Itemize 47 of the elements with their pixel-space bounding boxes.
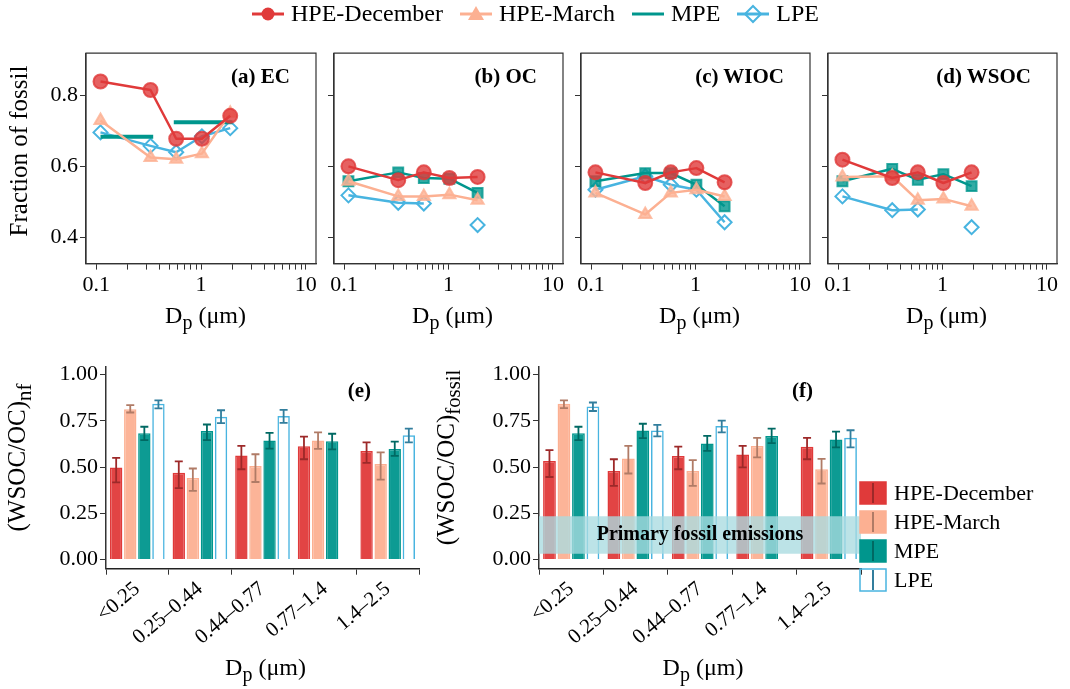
- x-tick-label: 1: [690, 270, 701, 296]
- x-axis-title: D$_{p}$ (μm): [411, 301, 494, 336]
- x-axis-title: D$_{p}$ (μm): [905, 301, 988, 336]
- y-tick-label: 0.8: [50, 81, 78, 107]
- x-axis-title: D$_{p}$ (μm): [164, 301, 247, 336]
- y-tick-label: 0.25: [492, 499, 531, 525]
- x-axis-title: D$_{p}$ (μm): [661, 653, 745, 688]
- x-tick-label: 0.1: [82, 270, 110, 296]
- x-tick-label: 10: [1035, 270, 1058, 296]
- y-axis-title: Fraction of fossil: [5, 65, 33, 237]
- annotation: (a) EC: [231, 64, 290, 89]
- x-tick-label: 0.1: [577, 270, 605, 296]
- y-tick-label: 0.50: [492, 452, 531, 478]
- annotation: (f): [792, 378, 813, 403]
- annotation: (e): [347, 378, 371, 403]
- legend-label: HPE-December: [291, 0, 443, 27]
- x-tick-label: 0.1: [824, 270, 852, 296]
- y-tick-label: 1.00: [59, 360, 98, 386]
- x-tick-label: 0.1: [330, 270, 358, 296]
- legend-label: MPE: [670, 0, 721, 27]
- y-tick-label: 0.00: [59, 545, 98, 571]
- y-tick-label: 0.00: [492, 545, 531, 571]
- legend-label: HPE-March: [498, 0, 615, 27]
- x-tick-label: 1: [937, 270, 948, 296]
- x-tick-label: 1: [195, 270, 207, 296]
- x-axis-title: D$_{p}$ (μm): [658, 301, 741, 336]
- y-tick-label: 0.75: [492, 406, 531, 432]
- y-tick-label: 0.4: [50, 222, 78, 248]
- legend-label: LPE: [894, 567, 934, 593]
- x-axis-title: D$_{p}$ (μm): [224, 653, 307, 688]
- legend-label: HPE-December: [894, 480, 1034, 506]
- annotation: (c) WIOC: [695, 64, 784, 89]
- annotation: (d) WSOC: [936, 64, 1031, 89]
- y-tick-label: 1.00: [492, 360, 531, 386]
- legend-label: MPE: [894, 538, 940, 564]
- legend-label: LPE: [776, 0, 819, 27]
- y-tick-label: 0.75: [59, 406, 98, 432]
- x-tick-label: 10: [294, 270, 317, 296]
- band-label: Primary fossil emissions: [596, 522, 804, 546]
- x-tick-label: 10: [788, 270, 811, 296]
- legend-label: HPE-March: [894, 509, 1001, 535]
- x-tick-label: 10: [541, 270, 564, 296]
- x-tick-label: 1: [443, 270, 454, 296]
- y-tick-label: 0.50: [59, 452, 98, 478]
- y-tick-label: 0.6: [50, 152, 78, 178]
- annotation: (b) OC: [474, 64, 537, 89]
- y-tick-label: 0.25: [59, 499, 98, 525]
